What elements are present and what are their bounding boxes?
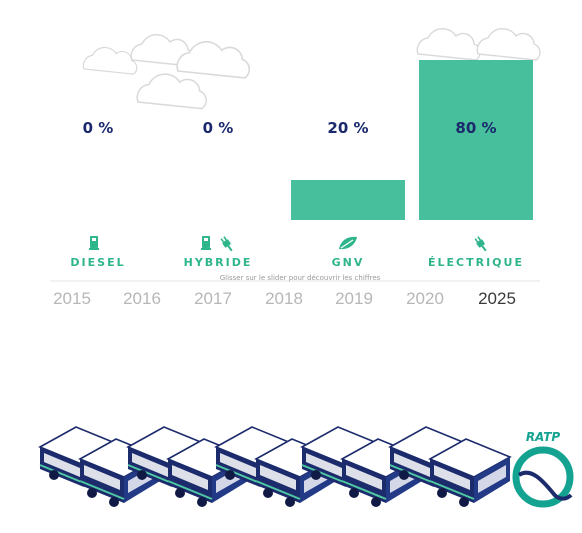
bar-électrique: [419, 60, 533, 220]
fuel-pump-icon: [89, 236, 99, 250]
year-tick-2025[interactable]: 2025: [478, 289, 516, 308]
plug-icon: [474, 236, 487, 252]
value-label: 80 %: [455, 119, 496, 137]
category-label: ÉLECTRIQUE: [428, 256, 524, 269]
year-tick-2018[interactable]: 2018: [265, 289, 303, 308]
ratp-logo: RATP: [512, 430, 574, 508]
bus-icon: [388, 426, 512, 507]
category-label: DIESEL: [70, 256, 125, 269]
fleet-energy-chart: 0 % 0 % 20 % 80 % DIESEL HYBRIDE GNV ÉLECTRIQUE: [50, 27, 541, 282]
cloud-icon: [416, 27, 481, 61]
year-tick-2017[interactable]: 2017: [194, 289, 232, 308]
value-label: 0 %: [203, 119, 234, 137]
ratp-logo-text: RATP: [526, 430, 561, 444]
year-tick-2016[interactable]: 2016: [123, 289, 161, 308]
year-tick-2019[interactable]: 2019: [335, 289, 373, 308]
category-label: GNV: [332, 256, 365, 269]
slider-hint: Glisser sur le slider pour découvrir les…: [219, 274, 381, 282]
category-label: HYBRIDE: [184, 256, 253, 269]
cloud-icon: [82, 46, 138, 75]
year-tick-2015[interactable]: 2015: [53, 289, 91, 308]
leaf-icon: [339, 236, 357, 250]
cloud-icon: [136, 73, 207, 110]
year-timeline[interactable]: 2015 2016 2017 2018 2019 2020 2025: [0, 289, 582, 317]
bar-gnv: [291, 180, 405, 220]
cloud-icon: [476, 27, 541, 61]
fuel-pump-icon: [201, 236, 211, 250]
cloud-icon: [176, 41, 251, 79]
value-label: 0 %: [83, 119, 114, 137]
plug-icon: [220, 236, 233, 252]
year-tick-2020[interactable]: 2020: [406, 289, 444, 308]
value-label: 20 %: [327, 119, 368, 137]
bus-fleet-illustration: RATP: [38, 426, 574, 508]
